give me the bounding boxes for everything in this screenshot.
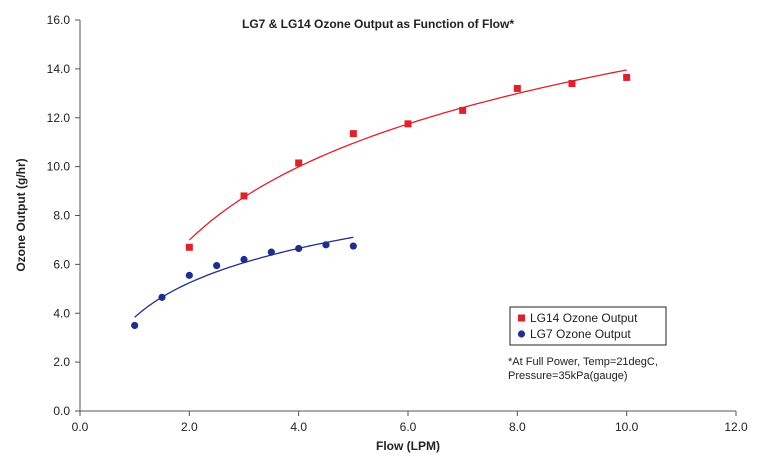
point-circle [131, 321, 139, 330]
point-square [349, 130, 357, 138]
annotation: *At Full Power, Temp=21degC, Pressure=35k… [508, 356, 658, 382]
x-tick-label: 6.0 [400, 420, 417, 434]
x-tick-label: 10.0 [615, 420, 639, 434]
point-circle [158, 293, 166, 301]
x-tick-label: 4.0 [290, 420, 307, 434]
point-square [295, 159, 303, 167]
x-tick-label: 8.0 [509, 420, 526, 434]
point-square [623, 73, 631, 81]
point-square [404, 120, 412, 128]
chart-title: LG7 & LG14 Ozone Output as Function of F… [242, 17, 514, 31]
y-tick-label: 0.0 [53, 404, 70, 418]
point-square [185, 243, 193, 251]
point-square [240, 192, 248, 200]
point-circle [213, 261, 221, 270]
x-axis-title: Flow (LPM) [376, 439, 440, 453]
point-circle [322, 241, 330, 249]
trendline-series-1 [188, 69, 627, 241]
legend-box [509, 306, 667, 346]
y-axis-title: Ozone Output (g/hr) [14, 158, 28, 271]
y-tick-label: 8.0 [53, 209, 70, 223]
point-square [513, 84, 521, 92]
y-tick-label: 6.0 [53, 257, 70, 271]
x-tick-label: 0.0 [72, 420, 89, 434]
trendlines [134, 69, 627, 318]
legend-entry: LG7 Ozone Output [530, 327, 631, 341]
point-circle [267, 248, 275, 256]
y-tick-label: 4.0 [53, 306, 70, 320]
y-tick-label: 2.0 [53, 355, 70, 369]
legend-entry: LG14 Ozone Output [530, 311, 638, 325]
y-tick-label: 12.0 [47, 111, 71, 125]
y-tick-label: 14.0 [47, 62, 71, 76]
point-circle [295, 244, 303, 253]
trendline-series-2 [134, 236, 354, 318]
annotation-line: *At Full Power, Temp=21degC, [508, 356, 658, 368]
point-circle [349, 242, 357, 250]
data-points [131, 73, 631, 330]
legend-marker-square [518, 314, 525, 322]
annotation-line: Pressure=35kPa(gauge) [508, 370, 628, 382]
point-square [568, 80, 576, 88]
legend-marker-circle [517, 330, 526, 338]
y-tick-label: 16.0 [47, 13, 71, 27]
y-tick-label: 10.0 [47, 160, 71, 174]
legend: LG14 Ozone Output LG7 Ozone Output [509, 306, 667, 346]
point-circle [240, 255, 248, 264]
x-tick-label: 12.0 [724, 420, 748, 434]
point-circle [185, 271, 193, 279]
point-square [459, 106, 467, 114]
x-tick-label: 2.0 [181, 420, 198, 434]
axes: 0.0 2.0 4.0 6.0 8.0 10.0 12.0 0.0 2.0 4.0 6.0 8.0 10… [47, 13, 748, 434]
